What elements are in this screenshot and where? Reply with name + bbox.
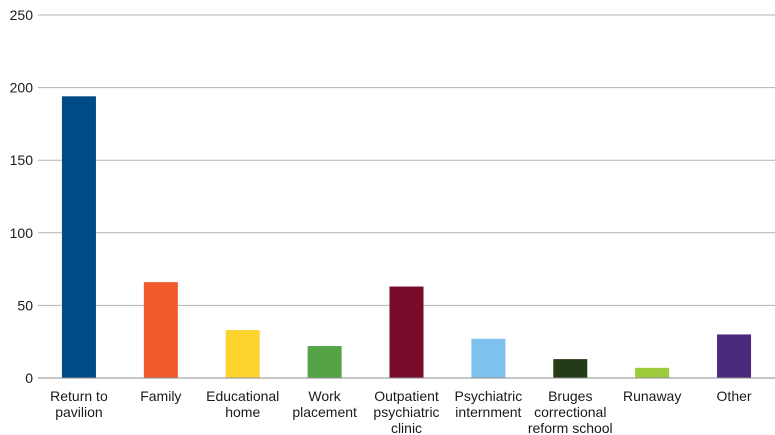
- x-tick-label: Educational home: [206, 388, 279, 420]
- y-axis: 0 50 100 150 200 250: [10, 7, 34, 386]
- x-tick-label-line: Outpatient: [374, 388, 439, 404]
- x-tick-label-line: psychiatric: [373, 404, 439, 420]
- y-tick-label: 200: [10, 80, 34, 96]
- x-tick-label: Family: [140, 388, 181, 404]
- gridlines: [38, 14, 775, 306]
- x-tick-label-line: Runaway: [623, 388, 681, 404]
- x-tick-label-line: Educational: [206, 388, 279, 404]
- bar: [635, 367, 670, 378]
- x-tick-label: Other: [717, 388, 752, 404]
- x-axis: Return to pavilion Family Educational home Wo…: [50, 388, 752, 435]
- x-tick-label: Return to pavilion: [50, 388, 108, 420]
- x-tick-label-line: Psychiatric: [455, 388, 523, 404]
- x-tick-label-line: Family: [140, 388, 181, 404]
- x-tick-label-line: pavilion: [55, 404, 102, 420]
- bar: [61, 96, 96, 378]
- x-tick-label-line: home: [225, 404, 260, 420]
- x-tick-label-line: clinic: [391, 420, 422, 435]
- y-tick-label: 250: [10, 7, 34, 23]
- y-tick-label: 0: [25, 370, 33, 386]
- x-tick-label-line: placement: [292, 404, 357, 420]
- x-tick-label-line: internment: [455, 404, 521, 420]
- bar: [225, 330, 260, 378]
- bar: [717, 334, 752, 378]
- x-tick-label: Bruges correctional reform school: [528, 388, 613, 435]
- x-tick-label-line: Bruges: [548, 388, 592, 404]
- x-tick-label-line: Work: [308, 388, 341, 404]
- x-tick-label-line: Other: [717, 388, 752, 404]
- y-tick-label: 50: [17, 297, 33, 313]
- bar: [471, 338, 506, 378]
- bar: [307, 346, 342, 378]
- y-tick-label: 100: [10, 225, 34, 241]
- bars: [61, 96, 752, 378]
- y-tick-label: 150: [10, 152, 34, 168]
- x-tick-label-line: Return to: [50, 388, 108, 404]
- x-tick-label: Work placement: [292, 388, 357, 420]
- x-tick-label: Psychiatric internment: [455, 388, 523, 420]
- x-tick-label: Outpatient psychiatric clinic: [373, 388, 439, 435]
- bar: [553, 359, 588, 378]
- x-tick-label-line: reform school: [528, 420, 613, 435]
- bar: [389, 286, 424, 378]
- x-tick-label-line: correctional: [534, 404, 606, 420]
- bar: [143, 282, 178, 378]
- x-tick-label: Runaway: [623, 388, 681, 404]
